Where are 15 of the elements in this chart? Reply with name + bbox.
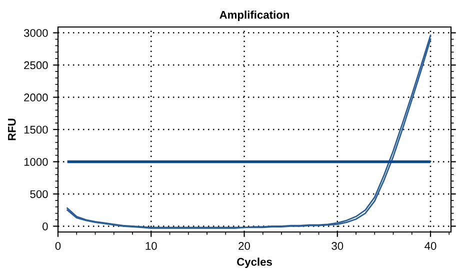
chart-title: Amplification — [220, 10, 289, 21]
y-tick-label: 1500 — [24, 126, 48, 134]
x-tick-label: 30 — [332, 242, 344, 250]
y-axis-title: RFU — [8, 118, 16, 140]
y-tick-label: 3000 — [24, 29, 48, 37]
y-tick-label: 0 — [42, 222, 48, 230]
y-tick-label: 1000 — [24, 158, 48, 166]
y-tick-label: 2500 — [24, 61, 48, 70]
x-axis-title: Cycles — [237, 258, 272, 268]
x-tick-label: 40 — [424, 242, 436, 250]
y-tick-label: 2000 — [24, 94, 48, 102]
y-tick-label: 500 — [30, 190, 48, 198]
x-tick-label: 0 — [55, 242, 61, 250]
x-tick-label: 20 — [238, 242, 250, 250]
x-tick-label: 10 — [146, 242, 157, 250]
